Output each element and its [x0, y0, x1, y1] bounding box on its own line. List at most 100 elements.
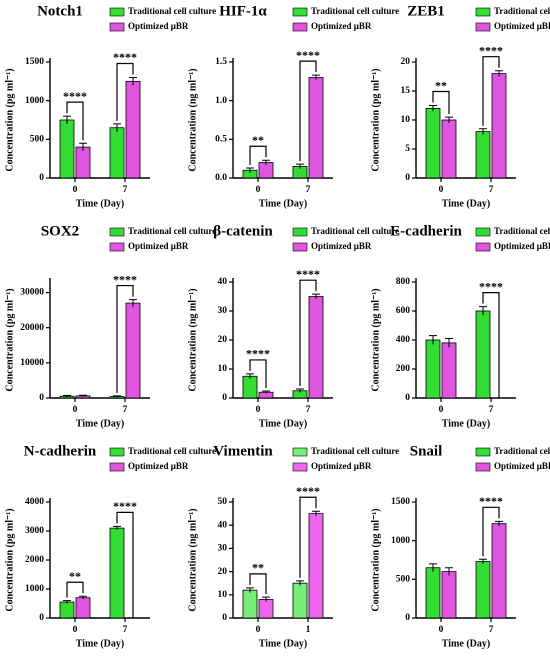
significance-label: ** — [252, 561, 264, 575]
panel: SOX2 Traditional cell culture Optimized μB… — [4, 223, 216, 429]
significance-bracket — [66, 101, 84, 141]
bar — [125, 80, 141, 179]
error-bar — [429, 335, 437, 345]
legend-label: Traditional cell culture — [128, 6, 216, 16]
error-bar — [79, 142, 87, 151]
x-tick-label: 0 — [256, 405, 261, 415]
legend-swatch — [109, 22, 125, 32]
error-bar — [312, 293, 320, 299]
significance-bracket — [482, 56, 500, 126]
bar — [308, 513, 324, 619]
legend-swatch — [292, 462, 308, 472]
bar — [258, 599, 274, 619]
legend-label: Optimized μBR — [128, 461, 189, 471]
significance-bracket — [482, 506, 500, 557]
y-axis-label: Concentration (pg ml⁻¹) — [370, 68, 381, 171]
x-tick-label: 7 — [306, 185, 311, 195]
x-axis-label: Time (Day) — [442, 638, 490, 649]
chart-title: Vimentin — [213, 443, 273, 459]
x-tick-label: 7 — [306, 405, 311, 415]
y-tick-label: 30 — [218, 306, 228, 316]
legend-label: Traditional cell culture — [494, 446, 550, 456]
bar — [308, 296, 324, 399]
y-tick-label: 4000 — [25, 497, 44, 507]
y-tick-label: 1500 — [25, 57, 44, 67]
error-bar — [113, 123, 121, 132]
panel: E-cadherin Traditional cell culture Optimi… — [370, 223, 550, 429]
bar — [75, 597, 91, 619]
significance-label: **** — [113, 272, 137, 286]
x-axis-label: Time (Day) — [259, 638, 307, 649]
y-axis-label: Concentration (ng ml⁻¹) — [187, 288, 198, 391]
significance-bracket — [249, 145, 267, 165]
y-tick-label: 40 — [218, 520, 228, 530]
error-bar — [129, 76, 137, 86]
legend-label: Optimized μBR — [494, 241, 550, 251]
significance-label: **** — [479, 43, 503, 57]
significance-bracket — [249, 573, 267, 595]
legend-swatch — [475, 462, 491, 472]
y-axis-label: Concentration (pg ml⁻¹) — [370, 508, 381, 611]
bar — [242, 589, 258, 619]
legend-label: Traditional cell culture — [128, 446, 216, 456]
y-tick-label: 1000 — [391, 536, 410, 546]
error-bar — [246, 373, 254, 379]
x-tick-label: 0 — [73, 185, 78, 195]
y-tick-label: 500 — [396, 575, 411, 585]
chart-title: β-catenin — [213, 223, 273, 239]
legend-swatch — [292, 242, 308, 252]
error-bar — [312, 510, 320, 516]
y-tick-label: 0.5 — [215, 135, 227, 145]
legend-swatch — [475, 227, 491, 237]
significance-label: **** — [113, 499, 137, 513]
bar — [491, 73, 507, 179]
significance-label: **** — [296, 267, 320, 281]
error-bar — [429, 563, 437, 572]
legend-label: Traditional cell culture — [311, 226, 399, 236]
panel: HIF-1α Traditional cell culture Optimized … — [187, 3, 399, 209]
legend-label: Traditional cell culture — [311, 446, 399, 456]
chart-title: ZEB1 — [407, 3, 445, 19]
error-bar — [129, 299, 137, 307]
bar — [425, 567, 441, 619]
significance-bracket — [249, 359, 267, 389]
y-tick-label: 600 — [396, 306, 411, 316]
x-tick-label: 0 — [256, 625, 261, 635]
bar — [292, 582, 308, 619]
bar — [425, 108, 441, 179]
legend-swatch — [475, 447, 491, 457]
y-axis-label: Concentration (pg ml⁻¹) — [370, 288, 381, 391]
y-axis-label: Concentration (ng ml⁻¹) — [187, 68, 198, 171]
y-tick-label: 0 — [39, 613, 44, 623]
significance-bracket — [299, 496, 317, 578]
x-tick-label: 0 — [256, 185, 261, 195]
bar — [59, 601, 75, 619]
significance-bracket — [299, 60, 317, 162]
error-bar — [246, 167, 254, 173]
x-axis-label: Time (Day) — [442, 198, 490, 209]
bar — [441, 119, 457, 179]
legend-swatch — [109, 227, 125, 237]
chart-title: Snail — [410, 443, 443, 459]
x-tick-label: 1 — [306, 625, 311, 635]
y-tick-label: 0 — [405, 173, 410, 183]
bar — [475, 310, 491, 399]
error-bar — [312, 74, 320, 80]
chart-title: N-cadherin — [24, 443, 97, 459]
panel: Notch1 Traditional cell culture Optimized … — [4, 3, 216, 209]
y-axis-label: Concentration (ng ml⁻¹) — [187, 508, 198, 611]
legend-swatch — [292, 7, 308, 17]
significance-label: ** — [69, 569, 81, 583]
x-tick-label: 0 — [439, 185, 444, 195]
y-tick-label: 0 — [405, 393, 410, 403]
y-tick-label: 1500 — [391, 497, 410, 507]
legend-swatch — [109, 462, 125, 472]
x-axis-label: Time (Day) — [76, 418, 124, 429]
y-tick-label: 10 — [218, 364, 228, 374]
y-tick-label: 1.5 — [215, 57, 227, 67]
legend-label: Optimized μBR — [494, 461, 550, 471]
x-tick-label: 7 — [489, 405, 494, 415]
panel: β-catenin Traditional cell culture Optimiz… — [187, 223, 399, 429]
bar — [491, 523, 507, 619]
